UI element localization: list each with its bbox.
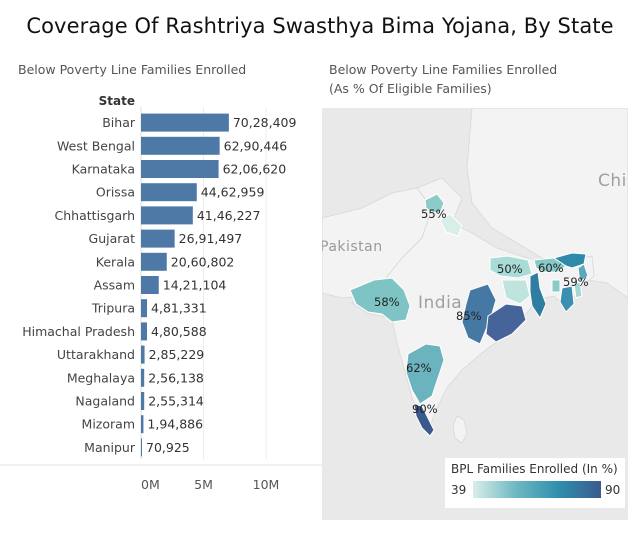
map-subtitle-line1: Below Poverty Line Families Enrolled xyxy=(329,62,558,77)
category-label: Nagaland xyxy=(75,394,135,409)
map-subtitle-line2: (As % Of Eligible Families) xyxy=(329,81,492,96)
india-map[interactable]: Pakistan India Chi 55% 58% 50% 60% 59% 8… xyxy=(322,108,628,520)
category-label: Orissa xyxy=(96,185,135,200)
bar xyxy=(141,136,220,155)
map-value-label: 90% xyxy=(412,402,438,416)
map-region-chhattisgarh[interactable] xyxy=(461,283,497,345)
map-value-label: 60% xyxy=(538,261,564,275)
value-label: 2,85,229 xyxy=(149,347,205,362)
bar xyxy=(141,299,148,318)
map-region-nagaland[interactable] xyxy=(577,263,589,283)
legend-max: 90 xyxy=(605,483,621,497)
map-value-label: 55% xyxy=(421,207,447,221)
bar xyxy=(141,183,197,202)
value-label: 20,60,802 xyxy=(171,254,235,269)
map-region-orissa[interactable] xyxy=(485,303,527,343)
category-label: Bihar xyxy=(102,115,136,130)
category-label: Tripura xyxy=(91,301,135,316)
map-basemap-label: Chi xyxy=(598,171,627,191)
category-label: Kerala xyxy=(96,254,135,269)
map-region-mizoram[interactable] xyxy=(559,285,575,313)
map-region-kerala[interactable] xyxy=(413,403,435,437)
category-label: Gujarat xyxy=(89,231,136,246)
x-tick-label: 5M xyxy=(194,477,213,492)
category-label: Mizoram xyxy=(82,417,135,432)
map-region-manipur[interactable] xyxy=(573,281,583,299)
map-region-west-bengal[interactable] xyxy=(529,271,547,320)
x-tick-label: 0M xyxy=(141,477,160,492)
bar xyxy=(141,276,159,294)
map-region-tripura[interactable] xyxy=(551,279,561,293)
category-label: Chhattisgarh xyxy=(55,208,135,223)
value-label: 41,46,227 xyxy=(197,208,261,223)
map-region-jharkhand[interactable] xyxy=(501,279,531,305)
bar xyxy=(141,229,175,248)
bar xyxy=(141,252,167,271)
bar-chart: State Bihar 70,28,409 West Bengal 62,90,446 K… xyxy=(0,94,322,492)
bar xyxy=(141,438,142,457)
map-basemap-label: Pakistan xyxy=(322,239,383,255)
value-label: 62,90,446 xyxy=(224,138,288,153)
category-label: Himachal Pradesh xyxy=(22,324,135,339)
map-value-label: 58% xyxy=(374,295,400,309)
map-value-label: 59% xyxy=(563,275,589,289)
axis-header: State xyxy=(99,94,135,108)
category-label: West Bengal xyxy=(57,138,135,153)
category-label: Karnataka xyxy=(72,162,135,177)
bar xyxy=(141,368,145,387)
value-label: 2,56,138 xyxy=(148,370,204,385)
value-label: 14,21,104 xyxy=(163,278,227,293)
value-label: 2,55,314 xyxy=(148,394,204,409)
map-region-karnataka[interactable] xyxy=(405,343,445,405)
bar xyxy=(141,322,148,341)
legend-title: BPL Families Enrolled (In %) xyxy=(451,462,618,476)
map-canvas: Pakistan India Chi 55% 58% 50% 60% 59% 8… xyxy=(322,108,628,444)
map-value-label: 50% xyxy=(497,262,523,276)
map-value-label: 62% xyxy=(406,361,432,375)
value-label: 70,925 xyxy=(146,440,190,455)
page-title: Coverage Of Rashtriya Swasthya Bima Yoja… xyxy=(26,14,614,38)
x-tick-label: 10M xyxy=(253,477,280,492)
value-label: 44,62,959 xyxy=(201,185,265,200)
value-label: 4,80,588 xyxy=(151,324,207,339)
bar xyxy=(141,160,219,178)
map-region-bihar[interactable] xyxy=(489,255,533,279)
legend-min: 39 xyxy=(451,483,467,497)
map-value-label: 85% xyxy=(456,309,482,323)
value-label: 4,81,331 xyxy=(151,301,207,316)
value-label: 26,91,497 xyxy=(179,231,243,246)
legend-gradient xyxy=(473,481,601,498)
category-label: Uttarakhand xyxy=(57,347,135,362)
bar xyxy=(141,345,145,364)
map-land-srilanka xyxy=(452,415,468,444)
value-label: 1,94,886 xyxy=(147,417,203,432)
bar-chart-subtitle: Below Poverty Line Families Enrolled xyxy=(18,62,247,77)
bar xyxy=(141,113,229,132)
map-region-uttarakhand[interactable] xyxy=(439,213,463,237)
category-label: Meghalaya xyxy=(67,370,135,385)
bar xyxy=(141,206,193,225)
category-label: Assam xyxy=(94,278,135,293)
bar xyxy=(141,415,144,434)
value-label: 70,28,409 xyxy=(233,115,297,130)
map-region-himachal-pradesh[interactable] xyxy=(424,193,445,214)
bar xyxy=(141,392,145,410)
category-label: Manipur xyxy=(84,440,136,455)
map-legend: BPL Families Enrolled (In %) 39 90 xyxy=(445,458,625,508)
map-basemap-label: India xyxy=(418,293,462,313)
map-region-gujarat[interactable] xyxy=(349,277,411,323)
value-label: 62,06,620 xyxy=(223,162,287,177)
